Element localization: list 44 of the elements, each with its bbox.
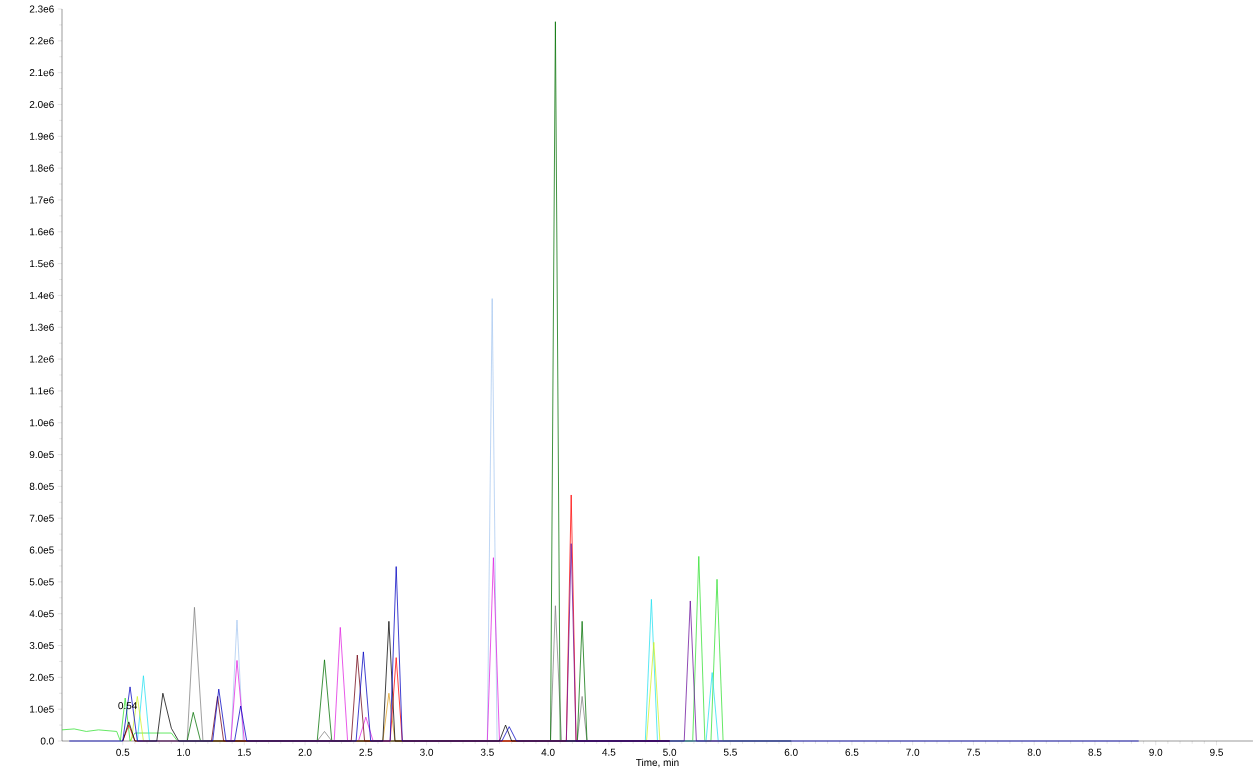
- x-tick-label: 6.0: [784, 748, 798, 756]
- y-tick-label: 1.4e6: [30, 291, 54, 299]
- x-tick-label: 3.0: [420, 748, 434, 756]
- x-tick-label: 6.5: [845, 748, 859, 756]
- x-tick-label: 7.5: [967, 748, 980, 756]
- x-axis-title: Time, min: [636, 758, 679, 768]
- x-tick-label: 8.5: [1088, 748, 1102, 756]
- x-tick-label: 3.5: [480, 748, 494, 756]
- y-tick-label: 0.0: [40, 737, 54, 745]
- y-tick-label: 3.0e5: [29, 642, 54, 650]
- y-tick-label: 1.6e6: [30, 228, 54, 236]
- x-tick-label: 5.5: [723, 748, 737, 756]
- y-tick-label: 2.2e6: [29, 37, 54, 45]
- x-tick-label: 2.0: [298, 748, 312, 756]
- y-tick-label: 9.0e5: [29, 451, 54, 459]
- x-tick-label: 4.5: [602, 748, 616, 756]
- y-tick-label: 1.9e6: [30, 132, 54, 140]
- y-tick-label: 1.7e6: [30, 196, 54, 204]
- x-tick-label: 4.0: [541, 748, 555, 756]
- y-tick-label: 1.0e5: [30, 705, 54, 713]
- x-tick-label: 1.5: [238, 748, 251, 756]
- y-tick-label: 1.2e6: [30, 355, 54, 363]
- y-tick-label: 4.0e5: [29, 610, 54, 618]
- y-tick-label: 1.0e6: [30, 419, 54, 427]
- x-tick-label: 7.0: [906, 748, 920, 756]
- x-tick-label: 8.0: [1027, 748, 1041, 756]
- y-tick-label: 2.0e5: [29, 673, 54, 681]
- x-tick-label: 0.5: [116, 748, 130, 756]
- y-tick-label: 6.0e5: [29, 546, 54, 554]
- x-tick-label: 2.5: [359, 748, 373, 756]
- y-tick-label: 8.0e5: [29, 482, 54, 490]
- x-tick-label: 1.0: [177, 748, 191, 756]
- y-tick-label: 7.0e5: [29, 514, 54, 522]
- y-tick-label: 2.3e6: [29, 5, 54, 13]
- y-tick-label: 1.8e6: [30, 164, 54, 172]
- x-tick-label: 9.0: [1149, 748, 1163, 756]
- y-tick-label: 1.5e6: [30, 260, 54, 268]
- y-tick-label: 1.3e6: [30, 323, 54, 331]
- x-tick-label: 5.0: [663, 748, 677, 756]
- y-tick-label: 5.0e5: [29, 578, 54, 586]
- x-tick-label: 9.5: [1210, 748, 1223, 756]
- y-tick-label: 2.1e6: [29, 69, 54, 77]
- y-tick-label: 2.0e6: [29, 100, 54, 108]
- y-tick-label: 1.1e6: [30, 387, 54, 395]
